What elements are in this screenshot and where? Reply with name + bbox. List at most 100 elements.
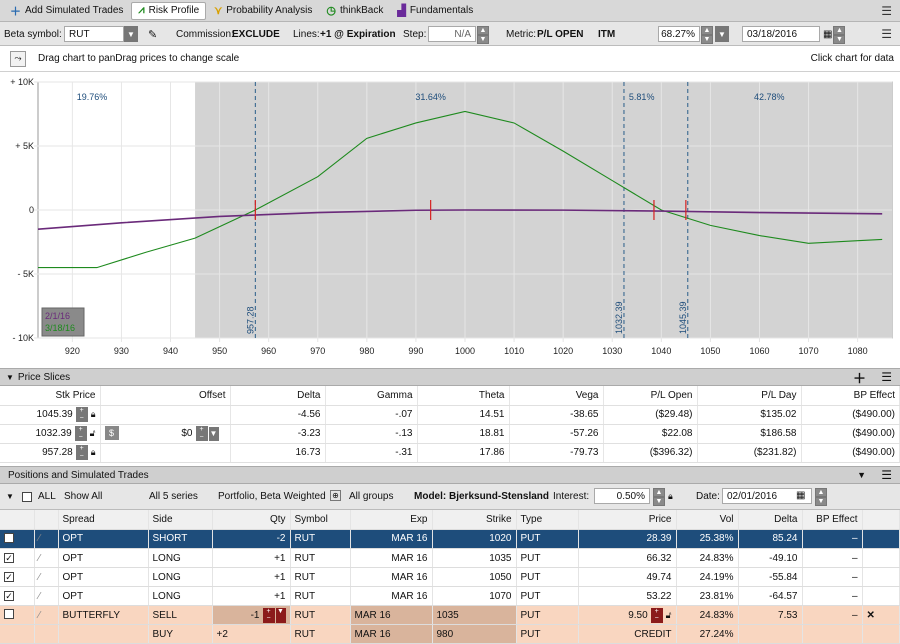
collapse-icon[interactable]: ▼ <box>857 470 866 480</box>
chevron-down-icon[interactable]: ▼ <box>6 492 14 501</box>
price-stepper[interactable]: +− <box>651 608 663 623</box>
itm-stepper[interactable]: ▲▼ <box>701 26 713 42</box>
row-checkbox[interactable]: ✓ <box>4 533 14 543</box>
portfolio-filter[interactable]: Portfolio, Beta Weighted <box>218 491 326 502</box>
commission-label: Commission: <box>176 26 234 42</box>
offset-stepper[interactable]: +− <box>196 426 208 441</box>
y-tick-label: 0 <box>29 205 34 215</box>
close-icon[interactable]: ✕ <box>862 606 900 625</box>
row-checkbox[interactable]: ✓ <box>4 591 14 601</box>
probability-label: 42.78% <box>754 92 785 102</box>
chevron-down-icon[interactable]: ▼ <box>6 373 14 382</box>
price-stepper[interactable]: +− <box>76 445 88 460</box>
itm-percent-field[interactable]: 68.27%▲▼▼ <box>658 26 729 42</box>
step-stepper[interactable]: ▲▼ <box>477 26 489 42</box>
groups-filter[interactable]: All groups <box>349 491 393 502</box>
x-tick-label: 1080 <box>848 346 868 356</box>
x-tick-label: 950 <box>212 346 227 356</box>
chevron-down-icon[interactable]: ▼ <box>276 608 286 623</box>
menu-icon[interactable]: ☰ <box>881 468 892 482</box>
chevron-down-icon[interactable]: ▼ <box>209 427 219 441</box>
tab-thinkback[interactable]: ◷thinkBack <box>320 2 389 20</box>
metric-value[interactable]: P/L OPEN <box>537 26 584 42</box>
positions-header: Positions and Simulated Trades ▼ ☰ <box>0 466 900 484</box>
spread-graph-icon[interactable]: ⁄ <box>34 549 58 568</box>
lock-icon[interactable]: 🔒︎ <box>668 491 673 502</box>
itm-label: ITM <box>598 26 615 42</box>
spread-graph-icon[interactable]: ⁄ <box>34 606 58 625</box>
clock-icon: ◷ <box>326 4 336 17</box>
legend-entry: 3/18/16 <box>45 323 75 333</box>
step-field[interactable]: N/A▲▼ <box>428 26 489 42</box>
select-all-checkbox[interactable] <box>22 492 32 502</box>
unlock-icon[interactable]: 🔓︎ <box>90 428 96 439</box>
series-filter[interactable]: All 5 series <box>149 491 198 502</box>
x-tick-label: 940 <box>163 346 178 356</box>
lines-value[interactable]: +1 @ Expiration <box>320 26 396 42</box>
row-checkbox[interactable] <box>4 609 14 619</box>
lines-label: Lines: <box>293 26 320 42</box>
menu-icon[interactable]: ☰ <box>881 4 892 18</box>
x-tick-label: 1060 <box>749 346 769 356</box>
table-row: 957.28+−🔒︎ 16.73 -.31 17.86 -79.73 ($396… <box>0 443 900 462</box>
x-tick-label: 1070 <box>799 346 819 356</box>
interest-field[interactable]: 0.50% <box>594 488 650 504</box>
table-header-row: Stk Price Offset Delta Gamma Theta Vega … <box>0 386 900 405</box>
offset-field[interactable]: $0 <box>119 428 193 439</box>
chevron-down-icon[interactable]: ▼ <box>715 26 729 42</box>
qty-stepper[interactable]: +− <box>263 608 275 623</box>
add-slice-icon[interactable]: ＋ <box>853 368 866 387</box>
section-title: Positions and Simulated Trades <box>8 470 149 481</box>
tab-probability-analysis[interactable]: ⋎Probability Analysis <box>208 2 318 20</box>
interest-stepper[interactable]: ▲▼ <box>653 488 665 504</box>
beta-symbol-select[interactable]: RUT▼ <box>64 26 138 42</box>
x-tick-label: 1000 <box>455 346 475 356</box>
breakeven-label: 957.28 <box>245 306 255 334</box>
x-tick-label: 1010 <box>504 346 524 356</box>
spread-graph-icon[interactable]: ⁄ <box>34 587 58 606</box>
model-select[interactable]: Model: Bjerksund-Stensland <box>414 491 549 502</box>
positions-section: Positions and Simulated Trades ▼ ☰ ▼ ALL… <box>0 466 900 644</box>
spread-graph-icon[interactable]: ⁄ <box>34 530 58 549</box>
step-label: Step: <box>403 26 426 42</box>
y-tick-label: - 5K <box>17 269 34 279</box>
dollar-icon[interactable]: $ <box>105 426 119 440</box>
show-filter[interactable]: Show All <box>64 491 102 502</box>
lock-icon[interactable]: 🔒︎ <box>91 447 96 458</box>
pencil-icon[interactable]: ✎ <box>148 26 157 42</box>
x-tick-label: 920 <box>65 346 80 356</box>
date-stepper[interactable]: ▲▼ <box>833 26 845 42</box>
commission-value[interactable]: EXCLUDE <box>232 26 280 42</box>
price-stepper[interactable]: +− <box>75 426 87 441</box>
lock-icon[interactable]: 🔒︎ <box>91 409 96 420</box>
unlock-icon[interactable]: 🔓︎ <box>666 610 672 621</box>
spread-graph-icon[interactable] <box>34 625 58 644</box>
menu-icon[interactable]: ☰ <box>881 370 892 384</box>
spread-graph-icon[interactable]: ⁄ <box>34 568 58 587</box>
price-stepper[interactable]: +− <box>76 407 88 422</box>
groups-icon[interactable]: ⊕ <box>330 490 341 501</box>
calendar-icon[interactable]: ▦ <box>796 490 805 501</box>
chart-hint: Drag chart to panDrag prices to change s… <box>38 53 239 64</box>
tab-add-simulated-trades[interactable]: ＋Add Simulated Trades <box>4 2 129 20</box>
tab-fundamentals[interactable]: ▟Fundamentals <box>391 2 479 20</box>
x-tick-label: 1020 <box>553 346 573 356</box>
expiration-date-field[interactable]: 03/18/2016▦▲▼ <box>742 26 845 42</box>
calendar-icon[interactable]: ▦ <box>823 29 832 40</box>
chart-settings-icon[interactable]: ⤳ <box>10 51 26 67</box>
row-checkbox[interactable]: ✓ <box>4 572 14 582</box>
probability-icon: ⋎ <box>214 4 222 17</box>
y-tick-label: + 10K <box>10 77 34 87</box>
toolbar-menu-icon[interactable]: ☰ <box>881 27 892 41</box>
row-checkbox[interactable]: ✓ <box>4 553 14 563</box>
date-stepper[interactable]: ▲▼ <box>815 488 827 504</box>
tab-risk-profile[interactable]: ⩘Risk Profile <box>131 2 206 20</box>
